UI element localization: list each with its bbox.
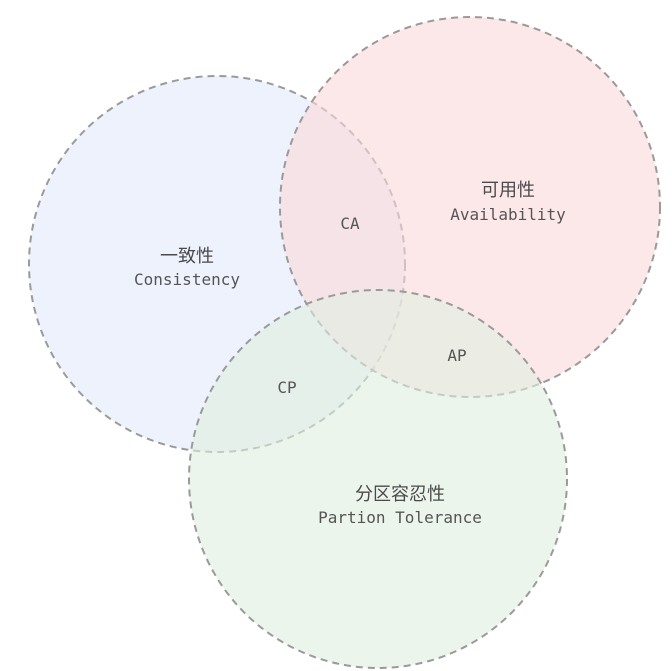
ca-label: CA: [340, 214, 360, 233]
partition-tolerance-label-cn: 分区容忍性: [355, 484, 445, 505]
partition-tolerance-circle: [189, 290, 567, 668]
partition-tolerance-label-en: Partion Tolerance: [318, 508, 482, 527]
cp-label: CP: [277, 378, 296, 397]
ap-label: AP: [447, 346, 466, 365]
availability-label-en: Availability: [450, 205, 566, 224]
consistency-label-cn: 一致性: [160, 246, 214, 267]
availability-label-cn: 可用性: [481, 180, 535, 201]
circles: [29, 17, 660, 668]
consistency-label-en: Consistency: [134, 270, 240, 289]
